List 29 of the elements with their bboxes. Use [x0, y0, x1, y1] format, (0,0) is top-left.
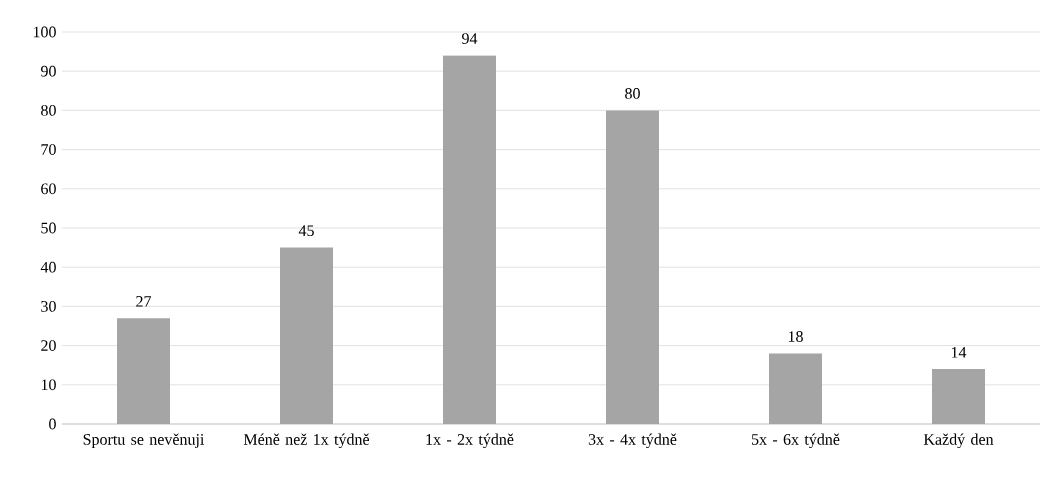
- data-label: 80: [625, 88, 640, 99]
- x-tick-label: 3x - 4x týdně: [588, 433, 677, 449]
- x-tick-label: Sportu se nevěnuji: [83, 433, 205, 449]
- bar: [117, 318, 171, 424]
- data-label: 18: [788, 331, 803, 342]
- x-tick-label: 1x - 2x týdně: [426, 433, 514, 449]
- x-tick-label: Každý den: [923, 433, 994, 449]
- data-label: 94: [462, 33, 478, 44]
- y-tick-label: 60: [41, 183, 56, 195]
- y-tick-label: 70: [41, 144, 56, 155]
- data-label: 45: [298, 225, 314, 237]
- bar: [280, 247, 334, 424]
- y-tick-label: 10: [41, 379, 56, 391]
- y-tick-label: 30: [41, 301, 56, 312]
- data-label: 14: [951, 347, 967, 358]
- y-tick-label: 40: [40, 261, 56, 273]
- y-tick-label: 0: [49, 418, 56, 430]
- bar: [443, 55, 496, 424]
- y-tick-label: 20: [41, 340, 56, 351]
- bar: [769, 353, 822, 424]
- x-tick-label: 5x - 6x týdně: [751, 433, 840, 449]
- y-tick-label: 50: [41, 222, 56, 234]
- y-tick-label: 100: [33, 26, 56, 38]
- bar: [932, 369, 985, 424]
- x-tick-label: Méně než 1x týdně: [243, 433, 370, 449]
- y-tick-label: 90: [40, 65, 56, 77]
- bar: [606, 110, 659, 424]
- data-label: 27: [136, 296, 152, 307]
- y-tick-label: 80: [41, 105, 56, 116]
